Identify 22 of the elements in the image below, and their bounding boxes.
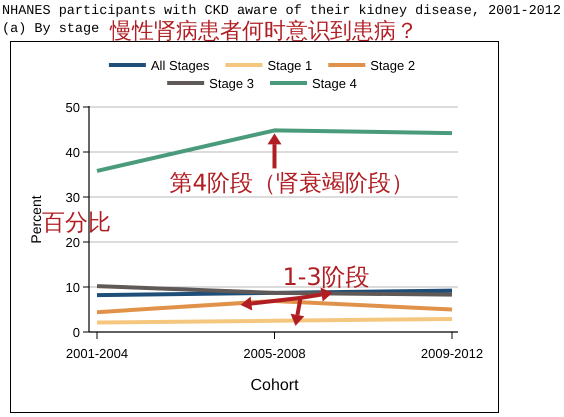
annotation: 1-3阶段 — [282, 262, 370, 291]
y-axis-title: Percent — [28, 195, 44, 244]
legend-label: Stage 3 — [209, 76, 254, 91]
legend-label: Stage 4 — [312, 76, 357, 91]
legend-label: All Stages — [150, 58, 210, 73]
annotation: 第4阶段（肾衰竭阶段） — [170, 170, 414, 196]
x-tick-label: 2001-2004 — [66, 346, 128, 361]
x-tick-label: 2005-2008 — [243, 346, 306, 361]
x-tick-label: 2009-2012 — [420, 346, 484, 361]
y-tick-label: 10 — [66, 280, 80, 295]
y-tick-label: 20 — [66, 235, 80, 250]
y-tick-label: 30 — [66, 190, 80, 205]
annotation: 百分比 — [42, 210, 111, 236]
legend-label: Stage 2 — [370, 58, 416, 73]
chart-subtitle: (a) By stage — [2, 22, 100, 37]
x-axis-title: Cohort — [250, 377, 300, 394]
chart-title: NHANES participants with CKD aware of their kidney disease, 2001-2012 — [2, 4, 561, 19]
y-tick-label: 50 — [66, 100, 80, 115]
y-tick-label: 0 — [72, 325, 80, 340]
legend-label: Stage 1 — [267, 58, 312, 73]
y-tick-label: 40 — [66, 145, 80, 160]
text: 慢性肾病患者何时意识到患病？ — [109, 19, 418, 44]
